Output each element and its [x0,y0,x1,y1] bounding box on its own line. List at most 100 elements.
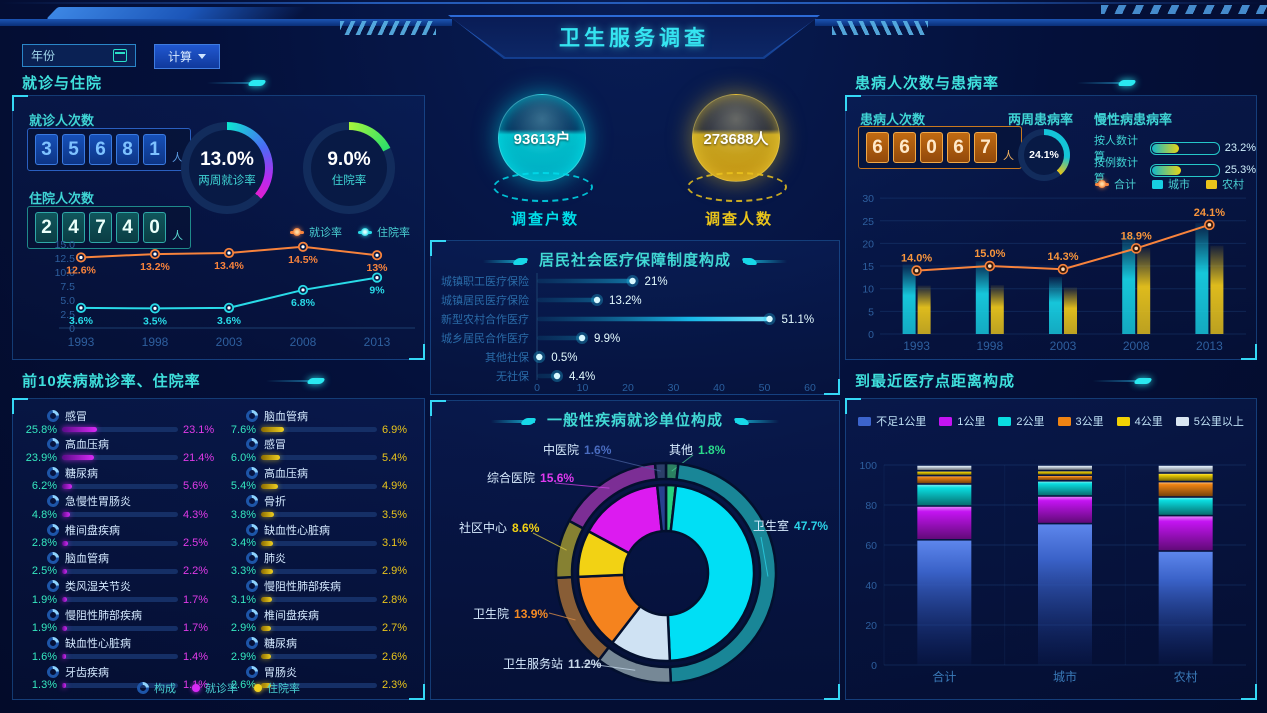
composition-value: 7.6% [230,423,256,436]
chronic-progress [1149,163,1220,177]
illness-count-label: 患病人次数 [860,112,926,127]
header-bar-right [815,19,1267,26]
svg-text:5: 5 [868,306,874,318]
disease-row: 高血压病 5.4% 4.9% [220,464,420,494]
calendar-icon[interactable] [113,49,127,62]
legend-item-5公里以上[interactable]: 5公里以上 [1175,413,1244,429]
svg-text:合计: 合计 [932,669,956,684]
digit-box: 2 [35,212,58,243]
illness-chart-legend: 合计 城市 农村 [1095,176,1244,192]
svg-text:13%: 13% [366,262,388,274]
svg-text:2013: 2013 [364,335,391,349]
svg-text:2003: 2003 [1050,339,1077,353]
svg-text:3.5%: 3.5% [143,315,168,327]
donut-icon [44,549,62,567]
rate-bar [62,568,178,574]
top10-legend: 构成 就诊率 住院率 [13,679,424,697]
disease-name: 椎间盘疾病 [65,524,120,537]
bar-icon [1206,179,1217,189]
legend-item-1公里[interactable]: 1公里 [939,413,985,429]
households-value: 93613户 [513,130,571,148]
svg-text:2013: 2013 [1196,339,1223,353]
header-stripes-left [340,21,436,35]
disease-name: 糖尿病 [264,638,297,651]
legend-item-city[interactable]: 城市 [1152,176,1190,192]
two-week-visit-gauge: 13.0% 两周就诊率 [181,122,273,214]
digit-box: 5 [62,134,85,165]
svg-text:2008: 2008 [290,335,317,349]
square-icon [1057,416,1071,426]
donut-icon [243,606,261,624]
composition-value: 25.8% [25,423,57,436]
svg-text:50: 50 [759,382,771,394]
svg-text:20: 20 [862,238,874,250]
dash-ring [493,172,593,202]
two-week-illness-label: 两周患病率 [1008,112,1074,127]
disease-name: 脑血管病 [65,552,109,565]
donut-icon [44,521,62,539]
rate-bar [261,654,377,660]
legend-item-rural[interactable]: 农村 [1206,176,1244,192]
svg-text:0: 0 [69,323,75,335]
svg-text:城市: 城市 [1053,669,1077,684]
svg-text:12.6%: 12.6% [66,264,96,276]
digit-box: 0 [920,132,943,163]
rate-bar [62,540,178,546]
digit-box: 7 [89,212,112,243]
donut-icon [44,606,62,624]
legend-item-hosp-rate[interactable]: 住院率 [358,224,410,240]
rate-value: 2.5% [183,537,209,550]
insurance-title: 居民社会医疗保障制度构成 [431,249,839,270]
donut-icon [44,464,62,482]
donut-icon [243,577,261,595]
legend-item-2公里[interactable]: 2公里 [998,413,1045,429]
chronic-row: 按人数计算 23.2% [1094,132,1256,164]
people-sphere: 273688人 [692,94,780,182]
gauge-label: 两周就诊率 [198,174,256,187]
rate-bar [261,540,377,546]
svg-text:18.9%: 18.9% [1121,230,1152,242]
disease-name: 脑血管病 [264,411,308,423]
svg-text:6.8%: 6.8% [291,297,316,309]
svg-text:无社保: 无社保 [496,369,529,383]
legend-item-visit-rate[interactable]: 就诊率 [192,680,238,696]
header-swoosh [46,7,308,19]
legend-item-hosp-rate[interactable]: 住院率 [254,680,300,696]
calc-button[interactable]: 计算 [154,44,220,69]
disease-row: 胃肠炎 2.6% 2.3% [220,663,420,693]
disease-row: 脑血管病 2.5% 2.2% [21,549,221,579]
legend-item-visit-rate[interactable]: 就诊率 [290,224,342,240]
donut-icon [44,663,62,680]
disease-row: 肺炎 3.3% 2.9% [220,549,420,579]
composition-value: 3.4% [230,537,256,550]
donut-icon [243,521,261,539]
title-wing [482,259,527,263]
dash-ring [687,172,787,202]
legend-item-不足1公里[interactable]: 不足1公里 [858,413,926,429]
disease-name: 缺血性心脏病 [65,638,131,651]
pie-labels: 其他 1.8% 卫生室 47.7% 卫生服务站 11.2% 卫生院 13.9% 社区中心 8.6%… [431,401,839,699]
rate-value: 6.9% [382,423,408,436]
svg-text:7.5: 7.5 [60,281,75,293]
svg-text:21%: 21% [645,276,668,288]
legend-item-total[interactable]: 合计 [1095,176,1136,192]
year-select[interactable]: 年份 [22,44,136,67]
dot-icon [192,684,200,692]
line-marker-icon [290,227,304,236]
pie-slice-卫生室 [666,484,756,663]
legend-item-3公里[interactable]: 3公里 [1057,413,1104,429]
svg-text:10: 10 [862,284,874,296]
legend-item-4公里[interactable]: 4公里 [1116,413,1163,429]
svg-text:9.9%: 9.9% [594,333,620,345]
legend-item-composition[interactable]: 构成 [134,679,176,697]
svg-text:4.4%: 4.4% [569,371,595,383]
disease-name: 胃肠炎 [264,666,297,679]
donut-icon [44,634,62,652]
page-title: 卫生服务调查 [559,27,709,50]
top10-panel: 感冒 25.8% 23.1% 高血压病 23.9% 21.4% 糖尿病 6.2% 5.6% 急慢性… [12,398,425,700]
rate-bar [261,625,377,631]
composition-value: 1.6% [31,650,57,663]
